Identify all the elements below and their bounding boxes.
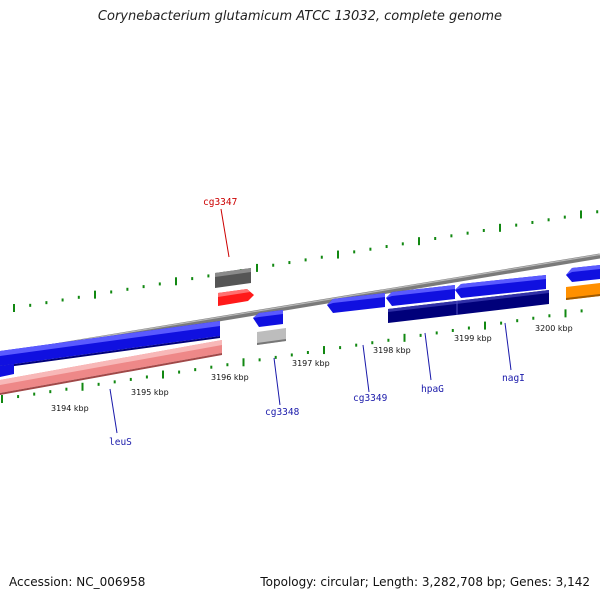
feature-shade bbox=[215, 268, 251, 277]
feature-hpaG-nagI-reverse[interactable] bbox=[388, 290, 549, 323]
tick-label-3200: 3200 kbp bbox=[535, 324, 573, 333]
gene-label-cg3348: cg3348 bbox=[265, 407, 300, 418]
feature-shade bbox=[386, 285, 455, 298]
feature-shade bbox=[566, 265, 600, 275]
inner-tick-track bbox=[1, 309, 583, 403]
tick-label-3197: 3197 kbp bbox=[292, 359, 330, 368]
gene-label-nagI: nagI bbox=[502, 373, 525, 384]
map-title: Corynebacterium glutamicum ATCC 13032, c… bbox=[97, 9, 503, 24]
genome-summary-text: Topology: circular; Length: 3,282,708 bp… bbox=[260, 575, 590, 589]
tick-label-3195: 3195 kbp bbox=[131, 388, 169, 397]
accession-text: Accession: NC_006958 bbox=[9, 575, 146, 589]
callout-lines bbox=[109, 208, 512, 434]
tick-label-3196: 3196 kbp bbox=[211, 373, 249, 382]
feature-shade bbox=[253, 310, 283, 318]
tick-label-3198: 3198 kbp bbox=[373, 346, 411, 355]
feature-shade bbox=[327, 293, 385, 305]
feature-shade bbox=[0, 364, 14, 377]
feature-shade bbox=[218, 289, 250, 297]
feature-shade bbox=[0, 321, 220, 356]
gene-label-hpaG: hpaG bbox=[421, 384, 444, 395]
tick-label-3199: 3199 kbp bbox=[454, 334, 492, 343]
gene-label-cg3349: cg3349 bbox=[353, 393, 388, 404]
feature-shade bbox=[0, 353, 222, 395]
feature-shade bbox=[566, 294, 600, 300]
feature-shade bbox=[257, 339, 286, 345]
feature-shade bbox=[0, 340, 222, 385]
outer-tick-track bbox=[13, 210, 599, 312]
genome-backbone-highlight bbox=[0, 253, 600, 355]
feature-shade bbox=[0, 336, 220, 368]
gene-label-leuS: leuS bbox=[109, 437, 132, 448]
tick-label-3194: 3194 kbp bbox=[51, 404, 89, 413]
feature-shade bbox=[388, 290, 549, 312]
feature-shade bbox=[455, 275, 546, 290]
gene-label-cg3347: cg3347 bbox=[203, 197, 237, 208]
feature-layer bbox=[0, 265, 600, 395]
